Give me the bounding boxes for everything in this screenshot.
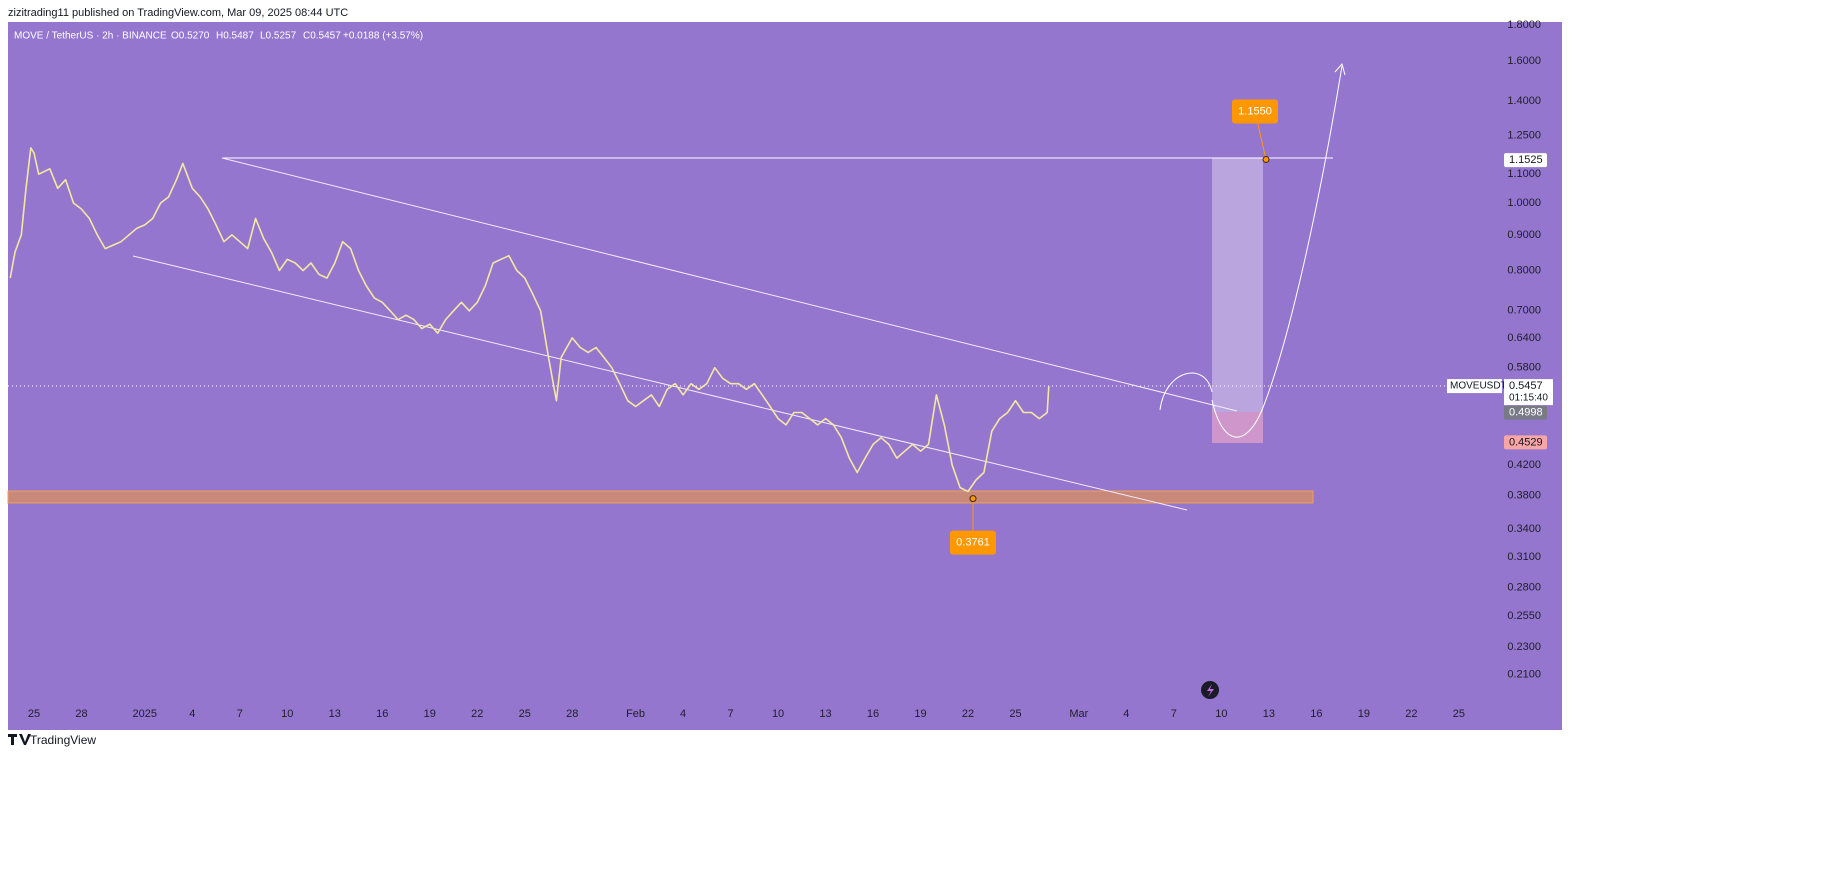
y-tick-label: 0.9000 xyxy=(1507,229,1541,241)
price-badge xyxy=(1504,153,1547,168)
target-zone xyxy=(1212,158,1263,412)
price-badge xyxy=(1504,405,1547,420)
y-tick-label: 0.2800 xyxy=(1507,582,1541,594)
footer-brand: TradingView xyxy=(30,733,96,747)
x-tick-label: 28 xyxy=(566,708,578,720)
x-tick-label: 22 xyxy=(962,708,974,720)
x-tick-label: 4 xyxy=(1123,708,1129,720)
y-tick-label: 0.4200 xyxy=(1507,459,1541,471)
event-icon-bolt xyxy=(1207,684,1214,697)
x-tick-label: 7 xyxy=(728,708,734,720)
x-tick-label: 13 xyxy=(329,708,341,720)
x-tick-label: 25 xyxy=(1009,708,1021,720)
chart-background xyxy=(8,22,1562,730)
support-zone xyxy=(7,490,1314,504)
y-tick-label: 0.8000 xyxy=(1507,264,1541,276)
y-tick-label: 1.2500 xyxy=(1507,129,1541,141)
legend-close: C0.5457 xyxy=(303,31,341,42)
x-tick-label: 13 xyxy=(1263,708,1275,720)
price-line xyxy=(9,147,1050,493)
callout-label: 0.3761 xyxy=(956,537,990,549)
footer-logo xyxy=(8,734,31,745)
callout-point xyxy=(969,495,977,503)
last-price-badge xyxy=(1504,379,1553,406)
y-tick-label: 1.4000 xyxy=(1507,95,1541,107)
price-badge-label: 0.4998 xyxy=(1509,407,1543,419)
x-tick-label: 19 xyxy=(914,708,926,720)
x-tick-label: 25 xyxy=(519,708,531,720)
x-tick-label: 7 xyxy=(237,708,243,720)
projection-path xyxy=(1211,65,1343,438)
y-tick-label: 1.0000 xyxy=(1507,197,1541,209)
callout-box xyxy=(1232,99,1278,124)
x-tick-label: 25 xyxy=(28,708,40,720)
countdown: 01:15:40 xyxy=(1509,393,1548,404)
y-tick-label: 0.7000 xyxy=(1507,305,1541,317)
x-tick-label: 2025 xyxy=(133,708,157,720)
x-tick-label: 10 xyxy=(772,708,784,720)
price-badge xyxy=(1504,435,1547,450)
y-tick-label: 0.3100 xyxy=(1507,551,1541,563)
y-tick-label: 1.6000 xyxy=(1507,55,1541,67)
x-tick-label: 19 xyxy=(1358,708,1370,720)
legend-symbol: MOVE / TetherUS · 2h · BINANCE xyxy=(14,31,167,42)
x-tick-label: 22 xyxy=(471,708,483,720)
y-tick-label: 0.5800 xyxy=(1507,362,1541,374)
x-tick-label: 16 xyxy=(867,708,879,720)
projection-arc xyxy=(1159,372,1213,411)
y-tick-label: 1.1000 xyxy=(1507,168,1541,180)
x-tick-label: 10 xyxy=(281,708,293,720)
x-tick-label: 28 xyxy=(75,708,87,720)
price-badge-label: 0.4529 xyxy=(1509,436,1543,448)
symbol-badge xyxy=(1447,379,1502,394)
legend-low: L0.5257 xyxy=(260,31,297,42)
y-tick-label: 0.3800 xyxy=(1507,489,1541,501)
x-tick-label: 16 xyxy=(1310,708,1322,720)
x-tick-label: 7 xyxy=(1171,708,1177,720)
y-tick-label: 1.8000 xyxy=(1507,19,1541,31)
x-tick-label: 4 xyxy=(189,708,195,720)
x-tick-label: 19 xyxy=(424,708,436,720)
byline: zizitrading11 published on TradingView.c… xyxy=(8,7,348,19)
symbol-badge-label: MOVEUSDT xyxy=(1450,381,1507,392)
projection-arrowhead xyxy=(1334,62,1346,76)
y-tick-label: 0.6400 xyxy=(1507,332,1541,344)
x-tick-label: 10 xyxy=(1215,708,1227,720)
y-tick-label: 0.2550 xyxy=(1507,610,1541,622)
x-tick-label: 25 xyxy=(1453,708,1465,720)
x-tick-label: 4 xyxy=(680,708,686,720)
price-badge-label: 1.1525 xyxy=(1509,154,1543,166)
stop-zone xyxy=(1212,412,1263,443)
legend: MOVE / TetherUS · 2h · BINANCE O0.5270 H… xyxy=(14,31,423,42)
legend-change: +0.0188 (+3.57%) xyxy=(343,31,423,42)
callout-point xyxy=(1262,155,1270,163)
y-tick-label: 0.2100 xyxy=(1507,669,1541,681)
x-tick-label: Feb xyxy=(626,708,645,720)
y-tick-label: 0.3400 xyxy=(1507,523,1541,535)
x-tick-label: 22 xyxy=(1405,708,1417,720)
legend-open: O0.5270 xyxy=(171,31,210,42)
channel-upper xyxy=(221,157,1238,412)
callout-box xyxy=(950,530,996,555)
x-tick-label: Mar xyxy=(1069,708,1088,720)
y-tick-label: 0.2300 xyxy=(1507,641,1541,653)
x-tick-label: 16 xyxy=(376,708,388,720)
legend-high: H0.5487 xyxy=(216,31,254,42)
marks: 1.8000 1.6000 1.4000 1.2500 1.1000 1.0000 0.90… xyxy=(9,19,1553,720)
last-price-label: 0.5457 xyxy=(1509,380,1543,392)
x-tick-label: 13 xyxy=(819,708,831,720)
callout-label: 1.1550 xyxy=(1238,105,1272,117)
channel-lower xyxy=(132,255,1188,511)
